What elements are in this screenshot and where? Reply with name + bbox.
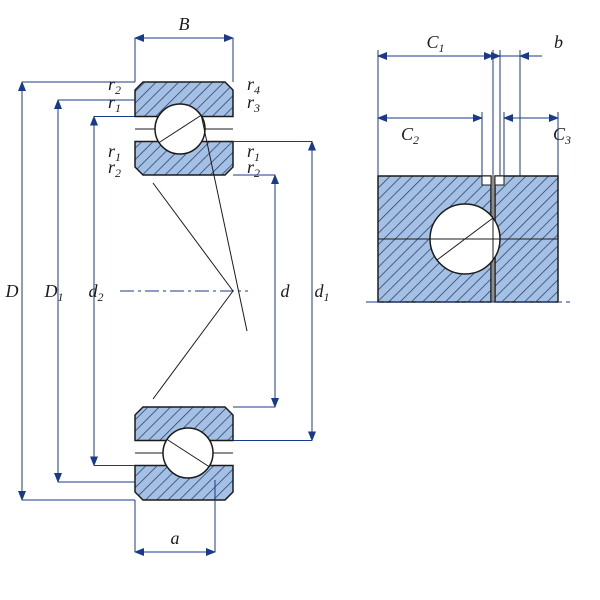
svg-text:d2: d2 <box>89 281 104 304</box>
svg-text:B: B <box>179 14 190 34</box>
svg-text:C1: C1 <box>426 32 444 55</box>
svg-text:d: d <box>281 281 291 301</box>
svg-text:b: b <box>554 32 563 52</box>
left-cross-section <box>22 38 312 552</box>
right-cross-section <box>366 50 570 302</box>
svg-text:a: a <box>171 528 180 548</box>
svg-text:d1: d1 <box>315 281 330 304</box>
svg-text:C3: C3 <box>553 124 571 147</box>
svg-text:D1: D1 <box>44 281 64 304</box>
svg-text:D: D <box>5 281 19 301</box>
svg-text:C2: C2 <box>401 124 419 147</box>
